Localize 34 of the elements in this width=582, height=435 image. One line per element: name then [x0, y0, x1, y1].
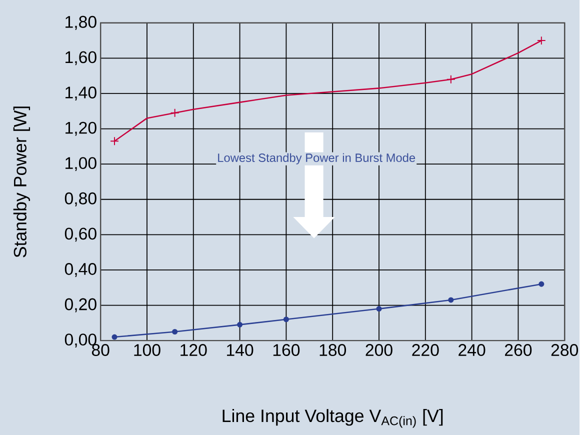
y-tick-label: 1,20	[66, 122, 96, 136]
x-tick-label: 280	[551, 344, 578, 356]
y-tick-label: 0,60	[64, 228, 96, 242]
point	[237, 322, 243, 328]
point	[536, 36, 546, 45]
y-tick-label: 0,40	[64, 262, 96, 277]
x-tick-label: 180	[320, 344, 346, 356]
x-tick-label: 260	[505, 344, 532, 356]
x-tick-label: 140	[227, 344, 254, 356]
x-tick-label: 200	[366, 344, 392, 356]
point	[110, 136, 119, 146]
x-tick-label: 120	[180, 344, 207, 356]
y-tick-label: 1,40	[66, 86, 96, 100]
point	[376, 306, 382, 312]
point	[448, 297, 454, 303]
point	[172, 328, 178, 334]
point	[446, 74, 456, 84]
y-tick-label: 0,20	[64, 298, 96, 312]
x-tick-label: 240	[458, 344, 486, 356]
point	[112, 334, 118, 340]
x-tick-label: 100	[134, 344, 160, 356]
point	[170, 108, 180, 118]
y-tick-label: 0,80	[64, 192, 96, 206]
y-axis-title: Standby Power [W]	[13, 106, 30, 258]
line-series	[114, 40, 542, 142]
y-tick-label: 1,00	[66, 157, 96, 171]
y-tick-label: 1,60	[66, 51, 96, 66]
annotation: Lowest Standby Power in Burst Mode	[218, 153, 416, 164]
point	[538, 281, 544, 287]
x-tick-label: 220	[412, 344, 439, 356]
x-tick-label: 160	[273, 344, 300, 356]
point	[283, 316, 289, 322]
x-axis-title: Line Input Voltage V$_{AC(in)}$ [V]	[222, 408, 443, 428]
y-tick-label: 1,80	[66, 16, 96, 30]
